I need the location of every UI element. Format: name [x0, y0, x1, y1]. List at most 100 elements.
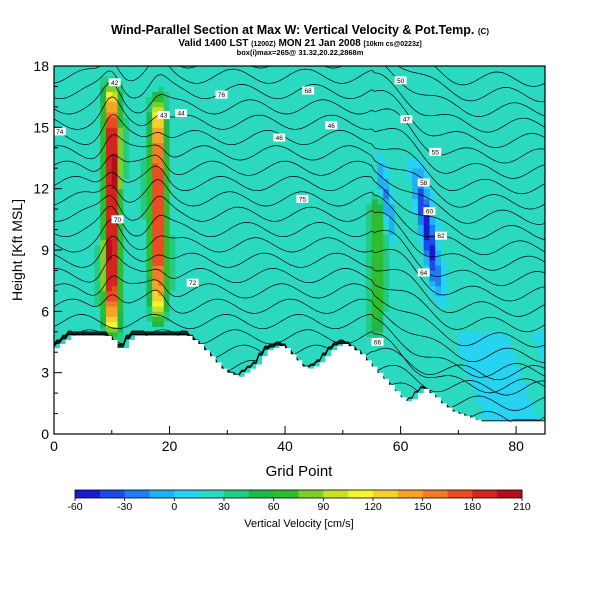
velocity-cell [435, 270, 442, 276]
velocity-cell [400, 71, 407, 77]
velocity-cell [204, 132, 211, 138]
velocity-cell [446, 86, 453, 92]
velocity-cell [412, 280, 419, 287]
velocity-cell [348, 229, 355, 236]
velocity-cell [59, 265, 66, 271]
velocity-cell [441, 357, 448, 363]
velocity-cell [134, 173, 142, 179]
velocity-cell [192, 96, 199, 103]
velocity-cell [342, 86, 349, 92]
velocity-cell [82, 229, 90, 236]
velocity-cell [383, 326, 390, 333]
velocity-cell [129, 321, 136, 328]
velocity-cell [157, 168, 165, 174]
velocity-cell [94, 163, 101, 169]
velocity-cell [423, 229, 430, 236]
velocity-cell [209, 265, 217, 271]
velocity-cell [140, 132, 147, 138]
velocity-cell [389, 147, 396, 154]
velocity-cell [146, 163, 153, 169]
velocity-cell [290, 101, 298, 108]
velocity-cell [412, 76, 419, 82]
velocity-cell [325, 209, 332, 215]
velocity-cell [250, 275, 257, 282]
velocity-cell [261, 158, 269, 164]
velocity-cell [325, 265, 332, 271]
velocity-cell [394, 296, 401, 302]
velocity-cell [273, 198, 280, 205]
velocity-cell [163, 193, 170, 200]
velocity-cell [65, 96, 72, 103]
velocity-cell [71, 270, 78, 276]
velocity-cell [308, 280, 315, 287]
velocity-cell [441, 122, 448, 128]
velocity-cell [77, 244, 84, 251]
velocity-cell [181, 229, 188, 236]
velocity-cell [417, 214, 425, 220]
velocity-cell [111, 173, 118, 179]
velocity-cell [319, 178, 326, 184]
velocity-cell [365, 188, 373, 195]
velocity-cell [169, 214, 176, 220]
velocity-cell [192, 183, 199, 190]
velocity-cell [256, 91, 263, 98]
velocity-cell [285, 96, 292, 103]
velocity-cell [406, 296, 413, 302]
velocity-cell [111, 331, 118, 338]
velocity-cell [71, 290, 78, 297]
velocity-cell [337, 255, 344, 261]
velocity-cell [198, 290, 205, 297]
velocity-cell [412, 204, 419, 210]
velocity-cell [215, 311, 222, 317]
velocity-cell [261, 239, 269, 246]
velocity-cell [204, 290, 211, 297]
velocity-cell [331, 66, 338, 72]
velocity-cell [152, 173, 159, 179]
velocity-cell [261, 142, 269, 149]
velocity-cell [209, 106, 217, 113]
velocity-cell [129, 234, 136, 241]
velocity-cell [325, 326, 332, 333]
velocity-cell [175, 290, 182, 297]
velocity-cell [192, 209, 199, 215]
velocity-cell [267, 270, 274, 276]
velocity-cell [337, 112, 344, 118]
velocity-cell [181, 244, 188, 251]
velocity-cell [435, 285, 442, 292]
velocity-cell [238, 280, 246, 287]
velocity-cell [117, 224, 124, 230]
velocity-cell [273, 336, 280, 343]
velocity-cell [221, 270, 228, 276]
velocity-cell [111, 106, 118, 113]
velocity-cell [446, 306, 453, 312]
velocity-cell [389, 188, 396, 195]
velocity-cell [134, 81, 142, 87]
velocity-cell [117, 112, 124, 118]
velocity-cell [296, 234, 303, 241]
velocity-cell [313, 76, 321, 82]
velocity-cell [435, 342, 442, 348]
velocity-cell [157, 234, 165, 241]
velocity-cell [319, 173, 326, 179]
velocity-cell [290, 132, 298, 138]
velocity-cell [412, 158, 419, 164]
velocity-cell [117, 173, 124, 179]
velocity-cell [215, 101, 222, 108]
velocity-cell [192, 301, 199, 307]
velocity-cell [209, 260, 217, 266]
velocity-cell [238, 188, 246, 195]
velocity-cell [198, 311, 205, 317]
velocity-cell [94, 106, 101, 113]
velocity-cell [377, 219, 384, 225]
velocity-cell [88, 188, 95, 195]
velocity-cell [192, 306, 199, 312]
velocity-cell [261, 260, 269, 266]
velocity-cell [157, 188, 165, 195]
velocity-cell [319, 91, 326, 98]
velocity-cell [163, 188, 170, 195]
velocity-cell [146, 224, 153, 230]
velocity-cell [111, 336, 118, 343]
velocity-cell [256, 234, 263, 241]
velocity-cell [435, 331, 442, 338]
velocity-cell [209, 147, 217, 154]
